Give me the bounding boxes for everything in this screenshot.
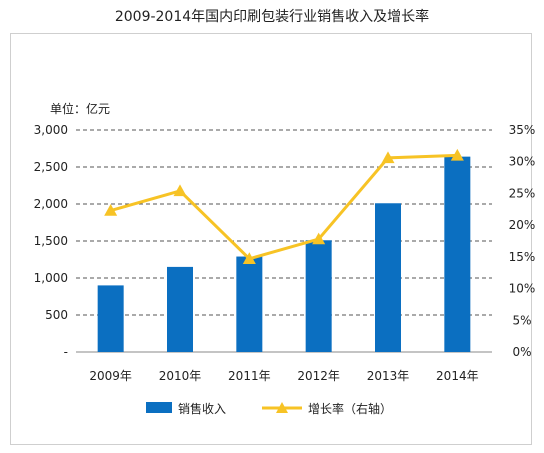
right-tick-label: 15% xyxy=(509,250,536,264)
chart-title: 2009-2014年国内印刷包装行业销售收入及增长率 xyxy=(114,9,430,25)
right-tick-label: 35% xyxy=(509,123,536,137)
left-tick-label: 2,000 xyxy=(34,197,68,211)
right-tick-label: 25% xyxy=(509,186,536,200)
left-tick-label: 1,000 xyxy=(34,271,68,285)
line-point xyxy=(312,232,326,245)
right-tick-label: 0% xyxy=(512,345,531,359)
category-label: 2013年 xyxy=(367,369,410,383)
unit-label: 单位：亿元 xyxy=(50,102,111,116)
category-label: 2009年 xyxy=(89,369,132,383)
line-point xyxy=(104,204,118,216)
left-tick-label: 2,500 xyxy=(34,160,68,174)
category-label: 2011年 xyxy=(228,369,271,383)
line-point xyxy=(173,184,187,197)
bar xyxy=(444,156,471,352)
legend-label: 增长率（右轴） xyxy=(308,401,392,416)
bar xyxy=(167,266,193,352)
bar xyxy=(305,240,332,352)
bar xyxy=(236,256,263,352)
left-tick-label: 500 xyxy=(45,308,68,322)
chart-frame xyxy=(10,33,532,445)
line-point xyxy=(242,252,256,264)
line-point xyxy=(381,151,395,164)
bar xyxy=(97,285,124,352)
left-tick-label: 1,500 xyxy=(34,234,68,248)
line-point xyxy=(450,148,464,161)
growth-line xyxy=(110,153,458,261)
category-label: 2014年 xyxy=(436,369,479,383)
left-tick-label: - xyxy=(64,345,68,359)
legend-label: 销售收入 xyxy=(178,401,226,416)
category-label: 2010年 xyxy=(159,369,202,383)
bar xyxy=(375,203,401,352)
right-tick-label: 20% xyxy=(509,218,536,232)
right-tick-label: 10% xyxy=(509,282,536,296)
category-label: 2012年 xyxy=(297,369,340,383)
legend-marker xyxy=(276,402,288,413)
right-tick-label: 5% xyxy=(512,313,531,327)
right-tick-label: 30% xyxy=(509,155,536,169)
legend-bar-swatch xyxy=(146,402,172,413)
left-tick-label: 3,000 xyxy=(34,123,68,137)
